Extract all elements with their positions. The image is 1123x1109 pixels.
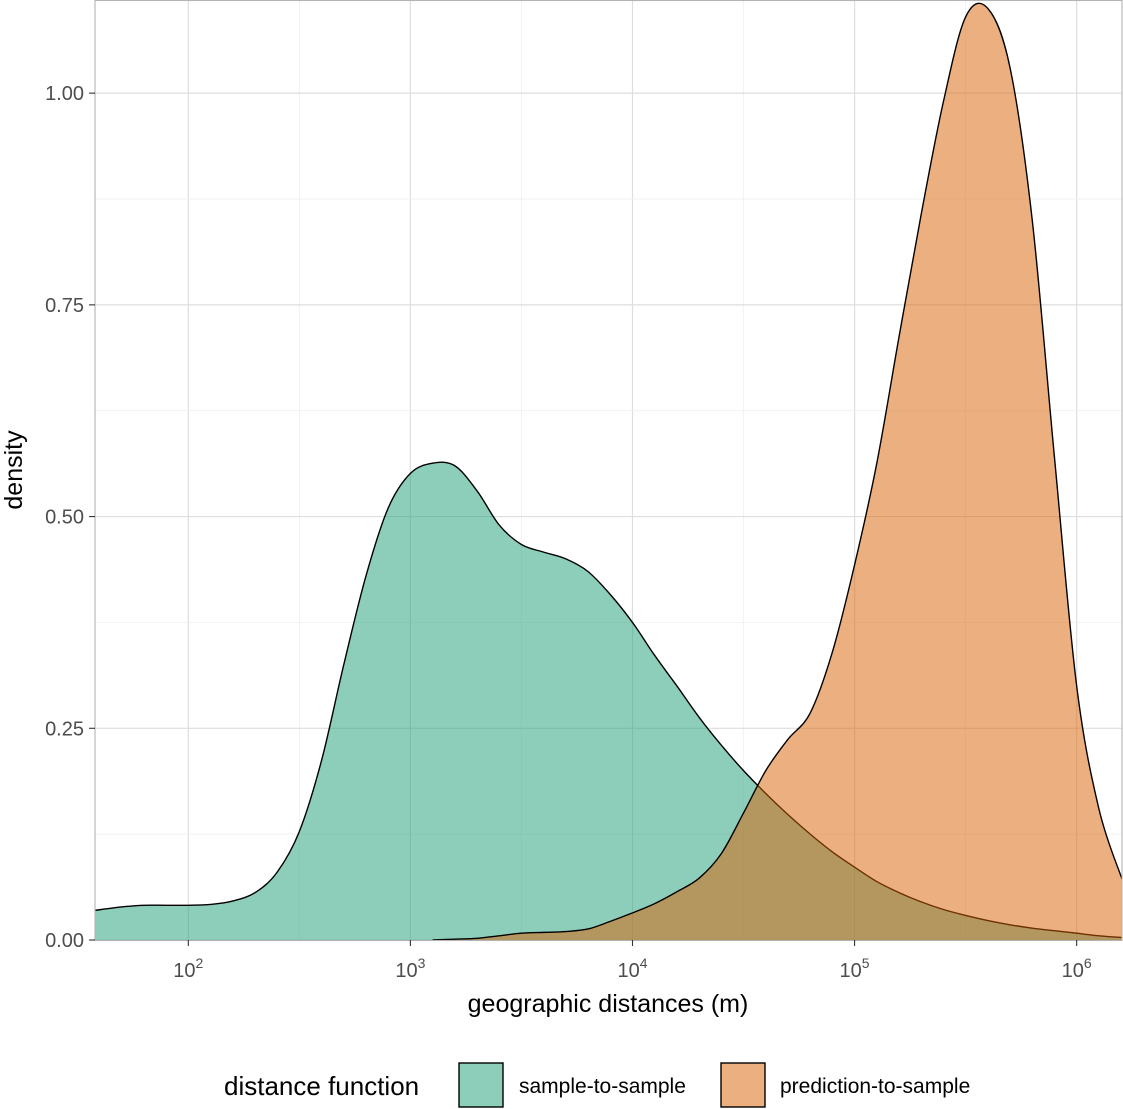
y-tick-label: 0.75 xyxy=(45,295,84,317)
legend-items: sample-to-sample prediction-to-sample xyxy=(458,1062,970,1108)
y-tick-label: 1.00 xyxy=(45,83,84,105)
density-curve-prediction-to-sample xyxy=(432,2,1123,941)
x-axis-title: geographic distances (m) xyxy=(468,990,749,1018)
x-tick-label: 105 xyxy=(840,955,870,982)
legend-label-prediction-to-sample: prediction-to-sample xyxy=(780,1075,970,1098)
x-tick-label: 104 xyxy=(617,955,647,982)
plot-panel-border xyxy=(94,0,1123,942)
legend: distance function sample-to-sample predic… xyxy=(224,1062,970,1108)
legend-key-sample-to-sample xyxy=(458,1062,504,1108)
x-tick-label: 103 xyxy=(395,955,425,982)
x-tick-label: 102 xyxy=(173,955,203,982)
x-axis: 102 103 104 105 106 xyxy=(173,940,1092,982)
y-axis-title: density xyxy=(0,430,28,510)
x-tick-label: 106 xyxy=(1062,955,1092,982)
y-tick-label: 0.00 xyxy=(45,930,84,952)
density-area-sample-to-sample xyxy=(95,462,1122,940)
y-tick-label: 0.25 xyxy=(45,718,84,740)
legend-title: distance function xyxy=(224,1071,419,1101)
density-areas xyxy=(94,2,1123,941)
legend-key-prediction-to-sample xyxy=(720,1062,766,1108)
legend-label-sample-to-sample: sample-to-sample xyxy=(519,1075,686,1098)
density-area-prediction-to-sample xyxy=(432,3,1122,940)
y-axis: 0.00 0.25 0.50 0.75 1.00 xyxy=(45,83,95,952)
y-tick-label: 0.50 xyxy=(45,507,84,529)
